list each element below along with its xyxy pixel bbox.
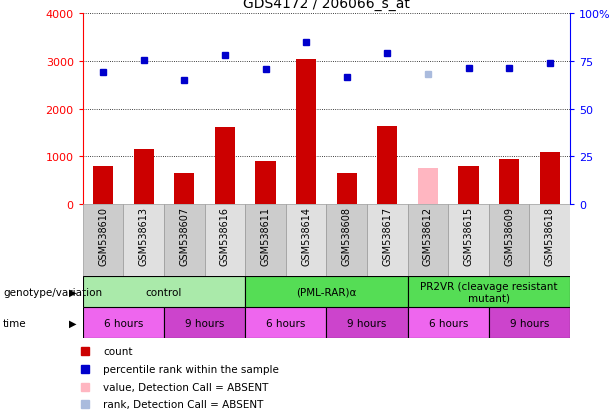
Bar <box>286 204 326 277</box>
Text: count: count <box>103 347 132 356</box>
Bar <box>539 152 560 204</box>
Bar <box>164 308 245 339</box>
Text: GSM538615: GSM538615 <box>463 206 474 266</box>
Bar <box>83 277 245 308</box>
Text: GSM538614: GSM538614 <box>301 206 311 266</box>
Text: (PML-RAR)α: (PML-RAR)α <box>296 287 357 297</box>
Text: GSM538609: GSM538609 <box>504 206 514 266</box>
Bar <box>337 173 357 204</box>
Text: percentile rank within the sample: percentile rank within the sample <box>103 364 279 374</box>
Text: control: control <box>146 287 182 297</box>
Bar <box>408 277 570 308</box>
Bar <box>408 204 448 277</box>
Text: GSM538607: GSM538607 <box>179 206 189 266</box>
Bar <box>448 204 489 277</box>
Bar <box>205 204 245 277</box>
Title: GDS4172 / 206066_s_at: GDS4172 / 206066_s_at <box>243 0 410 11</box>
Bar <box>245 308 327 339</box>
Bar <box>83 204 123 277</box>
Text: rank, Detection Call = ABSENT: rank, Detection Call = ABSENT <box>103 399 264 409</box>
Bar <box>530 204 570 277</box>
Bar <box>327 204 367 277</box>
Bar <box>215 128 235 204</box>
Text: PR2VR (cleavage resistant
mutant): PR2VR (cleavage resistant mutant) <box>420 281 558 303</box>
Text: 9 hours: 9 hours <box>510 318 549 328</box>
Bar <box>134 150 154 204</box>
Text: GSM538617: GSM538617 <box>383 206 392 266</box>
Bar <box>418 169 438 204</box>
Bar <box>367 204 408 277</box>
Bar <box>245 277 408 308</box>
Text: 6 hours: 6 hours <box>266 318 305 328</box>
Bar <box>296 59 316 204</box>
Text: ▶: ▶ <box>69 318 77 328</box>
Text: GSM538611: GSM538611 <box>261 206 270 266</box>
Text: 6 hours: 6 hours <box>428 318 468 328</box>
Text: GSM538612: GSM538612 <box>423 206 433 266</box>
Bar <box>408 308 489 339</box>
Bar <box>459 166 479 204</box>
Bar <box>93 166 113 204</box>
Bar <box>377 126 397 204</box>
Bar <box>164 204 205 277</box>
Text: ▶: ▶ <box>69 287 77 297</box>
Text: GSM538616: GSM538616 <box>220 206 230 266</box>
Text: value, Detection Call = ABSENT: value, Detection Call = ABSENT <box>103 382 268 392</box>
Bar <box>256 162 276 204</box>
Text: GSM538608: GSM538608 <box>341 206 352 266</box>
Bar <box>245 204 286 277</box>
Bar <box>327 308 408 339</box>
Bar <box>489 308 570 339</box>
Text: GSM538618: GSM538618 <box>545 206 555 266</box>
Bar <box>123 204 164 277</box>
Text: time: time <box>3 318 27 328</box>
Text: 9 hours: 9 hours <box>185 318 224 328</box>
Bar <box>83 308 164 339</box>
Text: GSM538610: GSM538610 <box>98 206 108 266</box>
Text: 9 hours: 9 hours <box>348 318 387 328</box>
Bar <box>174 173 194 204</box>
Text: genotype/variation: genotype/variation <box>3 287 102 297</box>
Text: GSM538613: GSM538613 <box>139 206 149 266</box>
Text: 6 hours: 6 hours <box>104 318 143 328</box>
Bar <box>489 204 530 277</box>
Bar <box>499 159 519 204</box>
